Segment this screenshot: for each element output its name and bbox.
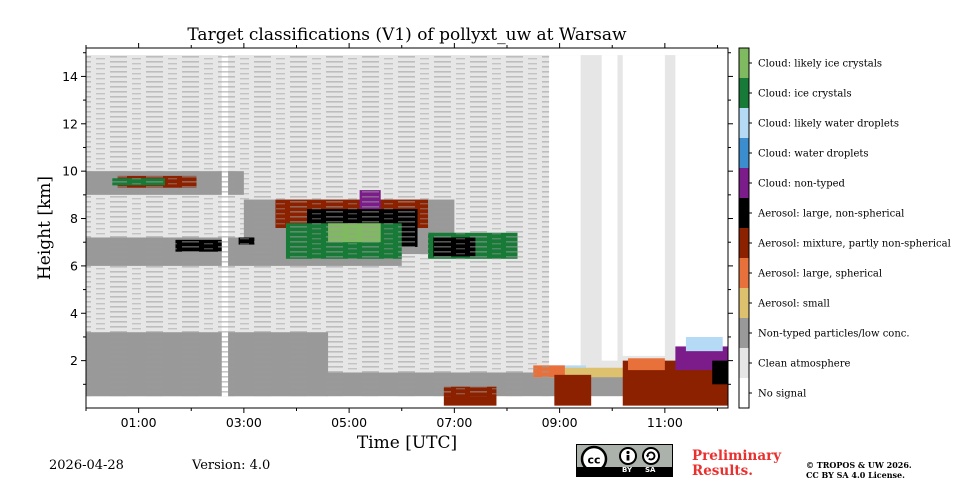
y-tick-label: 6	[70, 258, 78, 273]
x-tick-label: 07:00	[436, 415, 472, 430]
x-axis: 01:00 03:00 05:00 07:00 09:00 11:00	[85, 43, 718, 430]
colorbar: No signal Clean atmosphere Non-typed parti…	[738, 47, 951, 409]
region-28	[712, 360, 728, 385]
x-tick-label: 11:00	[647, 415, 683, 430]
version-label: Version: 4.0	[192, 458, 271, 473]
region-30	[685, 336, 723, 352]
colorbar-label: No signal	[758, 389, 806, 400]
colorbar-frame	[738, 47, 750, 409]
colorbar-label: Non-typed particles/low conc.	[758, 329, 910, 340]
colorbar-swatch	[739, 348, 749, 378]
license-logo: cc BY SA	[576, 444, 673, 477]
colorbar-swatch	[739, 108, 749, 138]
colorbar-label: Cloud: likely ice crystals	[758, 59, 882, 70]
copyright-notice: © TROPOS & UW 2026. CC BY SA 4.0 License…	[806, 460, 912, 480]
colorbar-swatch	[739, 258, 749, 288]
y-tick-label: 2	[70, 353, 78, 368]
colorbar-label: Cloud: likely water droplets	[758, 119, 899, 130]
colorbar-swatch	[739, 48, 749, 78]
date-label: 2026-04-28	[49, 458, 124, 473]
y-tick-label: 10	[62, 164, 78, 179]
colorbar-swatch	[739, 378, 749, 408]
y-tick-label: 12	[62, 116, 78, 131]
y-tick-label: 14	[62, 69, 78, 84]
x-tick-label: 03:00	[226, 415, 262, 430]
colorbar-swatch	[739, 78, 749, 108]
y-tick-label: 4	[70, 306, 78, 321]
chart-title: Target classifications (V1) of pollyxt_u…	[187, 25, 627, 45]
colorbar-label: Cloud: water droplets	[758, 149, 869, 160]
preliminary-label: Preliminary Results.	[692, 448, 782, 479]
colorbar-label: Cloud: non-typed	[758, 179, 846, 190]
x-axis-label: Time [UTC]	[356, 433, 458, 453]
colorbar-label: Clean atmosphere	[758, 359, 851, 370]
region-20	[675, 55, 728, 356]
y-axis-label: Height [km]	[35, 175, 55, 281]
x-tick-label: 09:00	[542, 415, 578, 430]
colorbar-label: Aerosol: large, non-spherical	[757, 209, 904, 220]
x-tick-label: 05:00	[331, 415, 367, 430]
colorbar-label: Aerosol: mixture, partly non-spherical	[757, 239, 951, 250]
colorbar-swatch	[739, 318, 749, 348]
region-24	[554, 374, 592, 406]
svg-text:cc: cc	[587, 454, 600, 467]
sa-icon	[642, 447, 660, 465]
colorbar-swatch	[739, 168, 749, 198]
region-18	[601, 55, 618, 361]
colorbar-swatch	[739, 138, 749, 168]
noise-texture	[86, 55, 550, 397]
y-axis: 2 4 6 8 10 12 14	[62, 52, 733, 385]
plot-frame	[85, 47, 729, 409]
colorbar-swatch	[739, 228, 749, 258]
colorbar-label: Cloud: ice crystals	[758, 89, 852, 100]
colorbar-swatch	[739, 198, 749, 228]
y-tick-label: 8	[70, 211, 78, 226]
region-26	[628, 358, 665, 371]
colorbar-label: Aerosol: small	[757, 299, 830, 310]
colorbar-label: Aerosol: large, spherical	[757, 269, 882, 280]
region-22	[533, 367, 655, 378]
region-17	[549, 55, 581, 371]
region-23	[533, 365, 565, 378]
x-tick-label: 01:00	[121, 415, 157, 430]
region-19	[622, 55, 665, 356]
colorbar-swatch	[739, 288, 749, 318]
